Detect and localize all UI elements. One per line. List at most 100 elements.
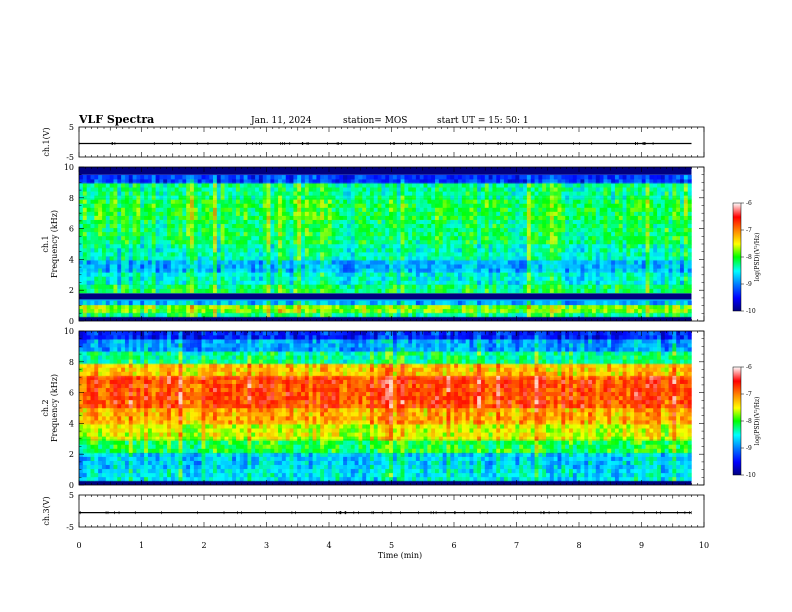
ch1-spectrogram-cell: [297, 219, 302, 225]
ch1-spectrogram-cell: [262, 235, 267, 241]
ch1-spectrogram-cell: [373, 276, 378, 281]
ch1-spectrogram-cell: [576, 227, 581, 233]
ch1-spectrogram-cell: [431, 183, 436, 188]
ch1-spectrogram-cell: [182, 195, 187, 200]
ch1-spectrogram-cell: [580, 183, 585, 188]
ch1-spectrogram-cell: [369, 312, 375, 318]
ch1-spectrogram-cell: [366, 195, 371, 200]
ch1-spectrogram-cell: [163, 215, 168, 220]
ch1-spectrogram-cell: [79, 239, 84, 245]
ch1-spectrogram-cell: [109, 223, 114, 229]
ch1-spectrogram-cell: [473, 256, 478, 261]
ch1-spectrogram-cell: [350, 179, 355, 184]
ch1-spectrogram-cell: [415, 312, 421, 318]
ch1-spectrogram-cell: [94, 272, 99, 277]
ch1-spectrogram-cell: [224, 219, 229, 225]
ch1-spectrogram-cell: [576, 312, 581, 318]
ch1-spectrogram-cell: [603, 175, 608, 180]
ch1-spectrogram-cell: [212, 304, 218, 310]
ch1-spectrogram-cell: [588, 244, 593, 249]
ch1-spectrogram-cell: [212, 252, 218, 257]
ch1-spectrogram-cell: [155, 199, 160, 204]
ch1-spectrogram-cell: [354, 276, 359, 281]
ch1-spectrogram-cell: [251, 175, 256, 180]
ch1-spectrogram-cell: [163, 272, 168, 277]
ch1-spectrogram-cell: [147, 308, 153, 314]
ch1-spectrogram-cell: [435, 256, 440, 261]
ch1-spectrogram-cell: [354, 280, 359, 285]
ch1-spectrogram-cell: [419, 227, 424, 233]
ch1-spectrogram-cell: [530, 300, 535, 306]
ch1-spectrogram-cell: [584, 191, 589, 196]
ch1-spectrogram-cell: [622, 264, 627, 269]
ch1-spectrogram-cell: [546, 256, 551, 261]
ch1-spectrogram-cell: [147, 235, 153, 241]
ch1-spectrogram-cell: [584, 304, 589, 310]
ch1-spectrogram-cell: [304, 223, 309, 229]
ch1-spectrogram-cell: [618, 219, 623, 225]
ch1-spectrogram-cell: [377, 223, 382, 229]
ch1-spectrogram-cell: [113, 244, 118, 249]
ch1-spectrogram-cell: [576, 235, 581, 241]
ch1-spectrogram-cell: [193, 308, 198, 314]
ch1-spectrogram-cell: [297, 260, 302, 265]
ch1-spectrogram-cell: [561, 175, 566, 180]
ch1-spectrogram-cell: [278, 179, 283, 184]
ch1-spectrogram-cell: [144, 215, 149, 220]
ch1-spectrogram-cell: [404, 248, 409, 253]
ch1-spectrogram-cell: [136, 260, 141, 265]
ch1-spectrogram-cell: [507, 312, 512, 318]
ch1-spectrogram-cell: [450, 183, 455, 188]
ch1-spectrogram-cell: [484, 256, 489, 261]
ch1-spectrogram-cell: [190, 288, 195, 293]
ch1-spectrogram-cell: [622, 304, 627, 310]
ch1-spectrogram-cell: [412, 276, 417, 281]
ch1-spectrogram-cell: [526, 199, 532, 204]
ch1-spectrogram-cell: [109, 191, 114, 196]
ch1-spectrogram-cell: [569, 203, 574, 208]
ch1-spectrogram-cell: [591, 191, 597, 196]
ch1-spectrogram-cell: [312, 215, 317, 220]
ch1-spectrogram-cell: [480, 239, 486, 245]
ch1-spectrogram-cell: [488, 239, 493, 245]
ch1-spectrogram-cell: [519, 300, 524, 306]
ch1-spectrogram-cell: [320, 231, 325, 237]
ch1-spectrogram-cell: [473, 280, 478, 285]
ch1-spectrogram-cell: [109, 187, 114, 192]
ch1-spectrogram-cell: [105, 304, 110, 310]
ch1-spectrogram-cell: [553, 300, 558, 306]
ch1-spectrogram-cell: [576, 239, 581, 245]
ch1-spectrogram-cell: [258, 211, 264, 216]
ch1-spectrogram-cell: [519, 195, 524, 200]
ch1-spectrogram-cell: [136, 304, 141, 310]
ch1-spectrogram-cell: [243, 183, 248, 188]
ch1-spectrogram-cell: [94, 195, 99, 200]
ch1-spectrogram-cell: [109, 199, 114, 204]
ch1-spectrogram-cell: [492, 183, 497, 188]
ch1-spectrogram-cell: [446, 239, 451, 245]
ch1-spectrogram-cell: [151, 191, 156, 196]
ch1-spectrogram-cell: [151, 227, 156, 233]
ch1-spectrogram-cell: [136, 203, 141, 208]
ch1-spectrogram-cell: [431, 207, 436, 212]
ch1-spectrogram-cell: [144, 187, 149, 192]
ch1-spectrogram-cell: [480, 227, 486, 233]
ch1-spectrogram-cell: [446, 223, 451, 229]
ch1-spectrogram-cell: [278, 260, 283, 265]
ch1-spectrogram-cell: [415, 252, 421, 257]
ch1-spectrogram-cell: [503, 183, 509, 188]
ch1-spectrogram-cell: [538, 175, 543, 180]
ch1-spectrogram-cell: [94, 187, 99, 192]
ch1-spectrogram-cell: [580, 312, 585, 318]
ch1-spectrogram-cell: [503, 260, 509, 265]
ch1-spectrogram-cell: [358, 207, 363, 212]
ch1-spectrogram-cell: [98, 179, 103, 184]
ch1-spectrogram-cell: [285, 252, 290, 257]
ch1-spectrogram-cell: [324, 223, 329, 229]
ch1-spectrogram-cell: [151, 268, 156, 273]
ch1-spectrogram-cell: [442, 276, 447, 281]
ch1-spectrogram-cell: [614, 308, 620, 314]
ch1-spectrogram-cell: [144, 191, 149, 196]
ch1-spectrogram-cell: [362, 312, 367, 318]
ch1-spectrogram-cell: [258, 239, 264, 245]
